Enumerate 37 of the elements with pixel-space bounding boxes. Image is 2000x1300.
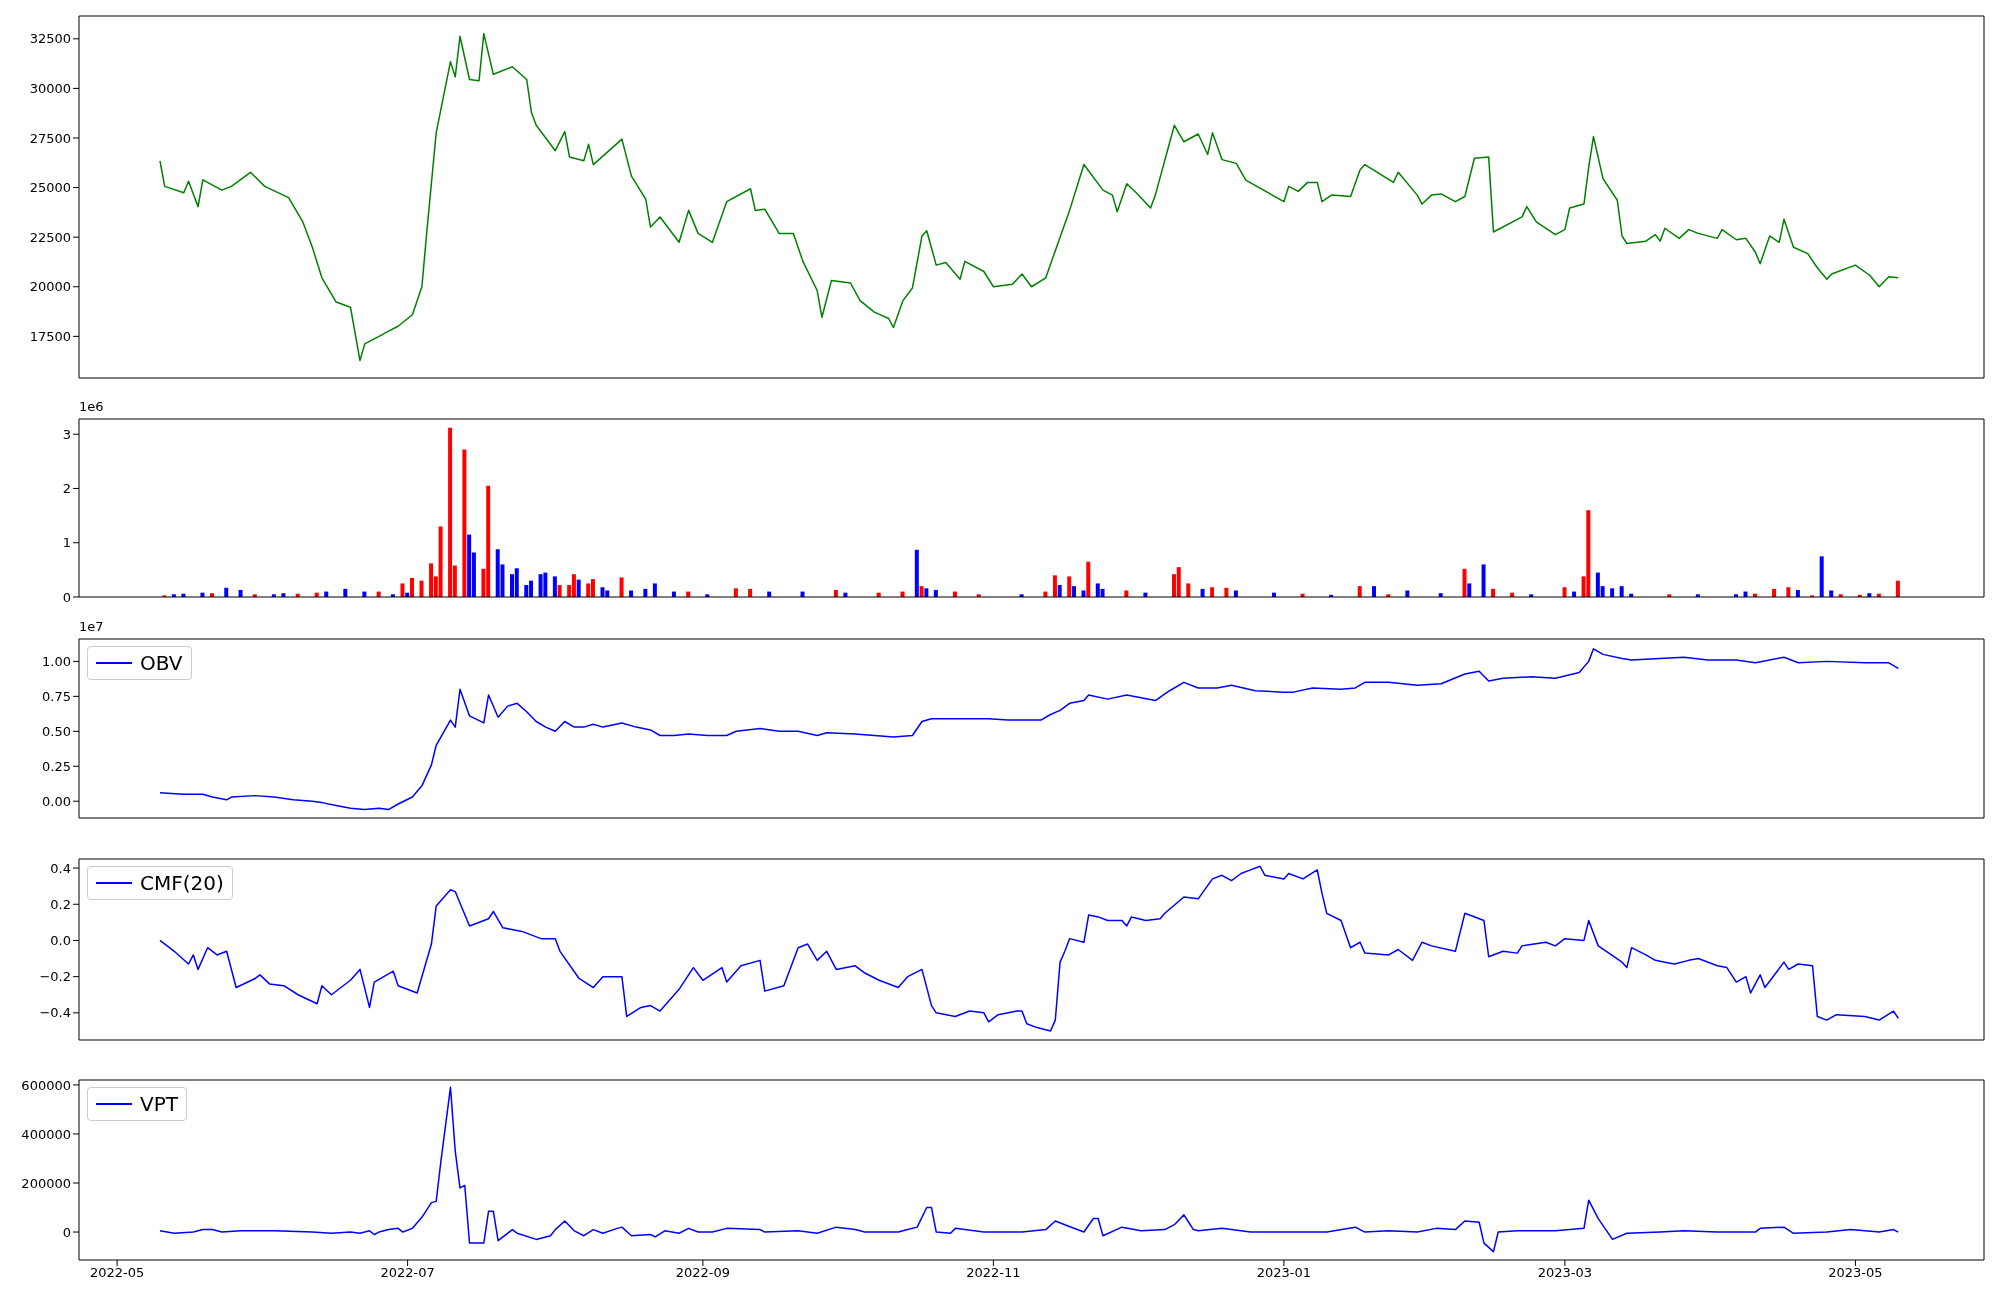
x-tick-label: 2023-05 xyxy=(1828,1265,1883,1281)
y-tick-label: 2 xyxy=(62,481,71,497)
y-tick-label: 0 xyxy=(62,1224,71,1240)
y-tick-label: 17500 xyxy=(29,328,71,344)
y-tick-label: 0.75 xyxy=(42,688,71,704)
y-tick-label: −0.4 xyxy=(39,1005,71,1021)
y-tick-label: 0.25 xyxy=(42,758,71,774)
y-tick-label: 0 xyxy=(62,589,71,605)
y-tick-label: −0.2 xyxy=(39,969,71,985)
legend-label: VPT xyxy=(140,1092,178,1116)
legend-label: CMF(20) xyxy=(140,871,224,895)
y-tick-label: 400000 xyxy=(21,1126,71,1142)
y-tick-label: 20000 xyxy=(29,279,71,295)
x-tick-label: 2022-05 xyxy=(89,1265,145,1281)
y-tick-label: 1.00 xyxy=(42,653,71,669)
text: 1e6 xyxy=(79,399,104,414)
y-tick-label: 600000 xyxy=(21,1077,71,1093)
y-tick-label: 0.0 xyxy=(50,933,71,949)
y-tick-label: 0.2 xyxy=(50,896,71,912)
y-tick-label: 0.00 xyxy=(42,793,71,809)
y-tick-label: 22500 xyxy=(29,229,71,245)
x-tick-label: 2023-01 xyxy=(1256,1265,1312,1281)
y-tick-label: 32500 xyxy=(29,31,71,47)
text: 1e7 xyxy=(79,619,104,634)
x-tick-label: 2023-03 xyxy=(1537,1265,1593,1281)
y-tick-label: 3 xyxy=(62,426,71,442)
y-tick-label: 25000 xyxy=(29,180,71,196)
y-tick-label: 0.4 xyxy=(50,860,71,876)
x-tick-label: 2022-11 xyxy=(966,1265,1021,1281)
x-tick-label: 2022-07 xyxy=(380,1265,435,1281)
y-tick-label: 200000 xyxy=(21,1175,71,1191)
y-tick-label: 27500 xyxy=(29,130,71,146)
y-tick-label: 1 xyxy=(62,535,71,551)
legend-label: OBV xyxy=(140,651,183,675)
x-tick-label: 2022-09 xyxy=(675,1265,731,1281)
y-tick-label: 30000 xyxy=(29,81,71,97)
y-tick-label: 0.50 xyxy=(42,723,71,739)
